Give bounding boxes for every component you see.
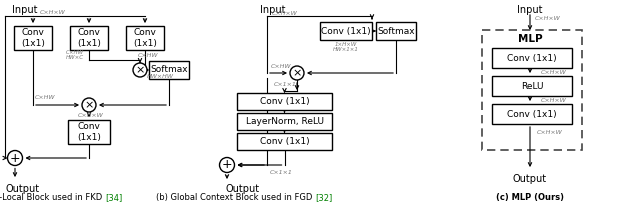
Circle shape bbox=[8, 151, 22, 165]
Text: ×: × bbox=[135, 65, 145, 75]
Text: [32]: [32] bbox=[315, 193, 332, 202]
Text: Output: Output bbox=[5, 184, 39, 194]
Circle shape bbox=[133, 63, 147, 77]
Text: C×HW: C×HW bbox=[271, 64, 291, 69]
FancyBboxPatch shape bbox=[492, 104, 572, 124]
Circle shape bbox=[220, 158, 234, 172]
Text: (a) Non-Local Block used in FKD: (a) Non-Local Block used in FKD bbox=[0, 193, 105, 202]
Text: Conv (1x1): Conv (1x1) bbox=[507, 110, 557, 118]
Text: Output: Output bbox=[513, 174, 547, 184]
Text: LayerNorm, ReLU: LayerNorm, ReLU bbox=[246, 117, 323, 126]
Text: C×H×W: C×H×W bbox=[78, 112, 104, 117]
FancyBboxPatch shape bbox=[237, 93, 332, 110]
Text: Conv
(1x1): Conv (1x1) bbox=[21, 28, 45, 48]
Text: Input: Input bbox=[517, 5, 543, 15]
FancyBboxPatch shape bbox=[376, 22, 416, 40]
Text: Input: Input bbox=[12, 5, 38, 15]
Text: Input: Input bbox=[260, 5, 285, 15]
Text: C×H×W: C×H×W bbox=[541, 97, 567, 103]
FancyBboxPatch shape bbox=[492, 48, 572, 68]
Text: +: + bbox=[221, 158, 232, 172]
FancyBboxPatch shape bbox=[482, 30, 582, 150]
Text: Conv (1x1): Conv (1x1) bbox=[260, 97, 309, 106]
Text: C×1×1: C×1×1 bbox=[273, 82, 296, 87]
Text: 1×H×W
HW×1×1: 1×H×W HW×1×1 bbox=[333, 42, 359, 52]
Text: ×: × bbox=[292, 68, 301, 78]
Text: Conv
(1x1): Conv (1x1) bbox=[77, 28, 101, 48]
FancyBboxPatch shape bbox=[237, 113, 332, 130]
Text: (b) Global Context Block used in FGD: (b) Global Context Block used in FGD bbox=[156, 193, 315, 202]
FancyBboxPatch shape bbox=[492, 76, 572, 96]
FancyBboxPatch shape bbox=[320, 22, 372, 40]
Text: C×HW: C×HW bbox=[138, 53, 158, 57]
Text: Softmax: Softmax bbox=[377, 27, 415, 35]
Text: C×HW: C×HW bbox=[35, 95, 55, 99]
Text: Conv
(1x1): Conv (1x1) bbox=[77, 122, 101, 142]
FancyBboxPatch shape bbox=[237, 133, 332, 150]
Text: Conv (1x1): Conv (1x1) bbox=[260, 137, 309, 146]
Text: Output: Output bbox=[225, 184, 259, 194]
Text: MLP: MLP bbox=[518, 34, 542, 44]
Text: ReLU: ReLU bbox=[521, 82, 543, 90]
FancyBboxPatch shape bbox=[70, 26, 108, 50]
Text: Conv
(1x1): Conv (1x1) bbox=[133, 28, 157, 48]
Text: Conv (1x1): Conv (1x1) bbox=[321, 27, 371, 35]
Text: Conv (1x1): Conv (1x1) bbox=[507, 54, 557, 62]
Text: C×H×W: C×H×W bbox=[272, 11, 298, 15]
Circle shape bbox=[290, 66, 304, 80]
Text: C×H×W: C×H×W bbox=[541, 69, 567, 75]
Text: ×: × bbox=[84, 100, 93, 110]
FancyBboxPatch shape bbox=[14, 26, 52, 50]
Text: C×H×W: C×H×W bbox=[40, 9, 66, 14]
Text: Softmax: Softmax bbox=[150, 66, 188, 75]
Text: C×HW
HW×C: C×HW HW×C bbox=[66, 50, 84, 60]
FancyBboxPatch shape bbox=[149, 61, 189, 79]
Text: HW×HW: HW×HW bbox=[147, 75, 173, 80]
FancyBboxPatch shape bbox=[68, 120, 110, 144]
Text: C×H×W: C×H×W bbox=[537, 130, 563, 135]
FancyBboxPatch shape bbox=[126, 26, 164, 50]
Text: (c) MLP (Ours): (c) MLP (Ours) bbox=[496, 193, 564, 202]
Circle shape bbox=[82, 98, 96, 112]
Text: C×1×1: C×1×1 bbox=[269, 171, 292, 176]
Text: +: + bbox=[10, 151, 20, 165]
Text: C×H×W: C×H×W bbox=[535, 15, 561, 21]
Text: [34]: [34] bbox=[105, 193, 122, 202]
